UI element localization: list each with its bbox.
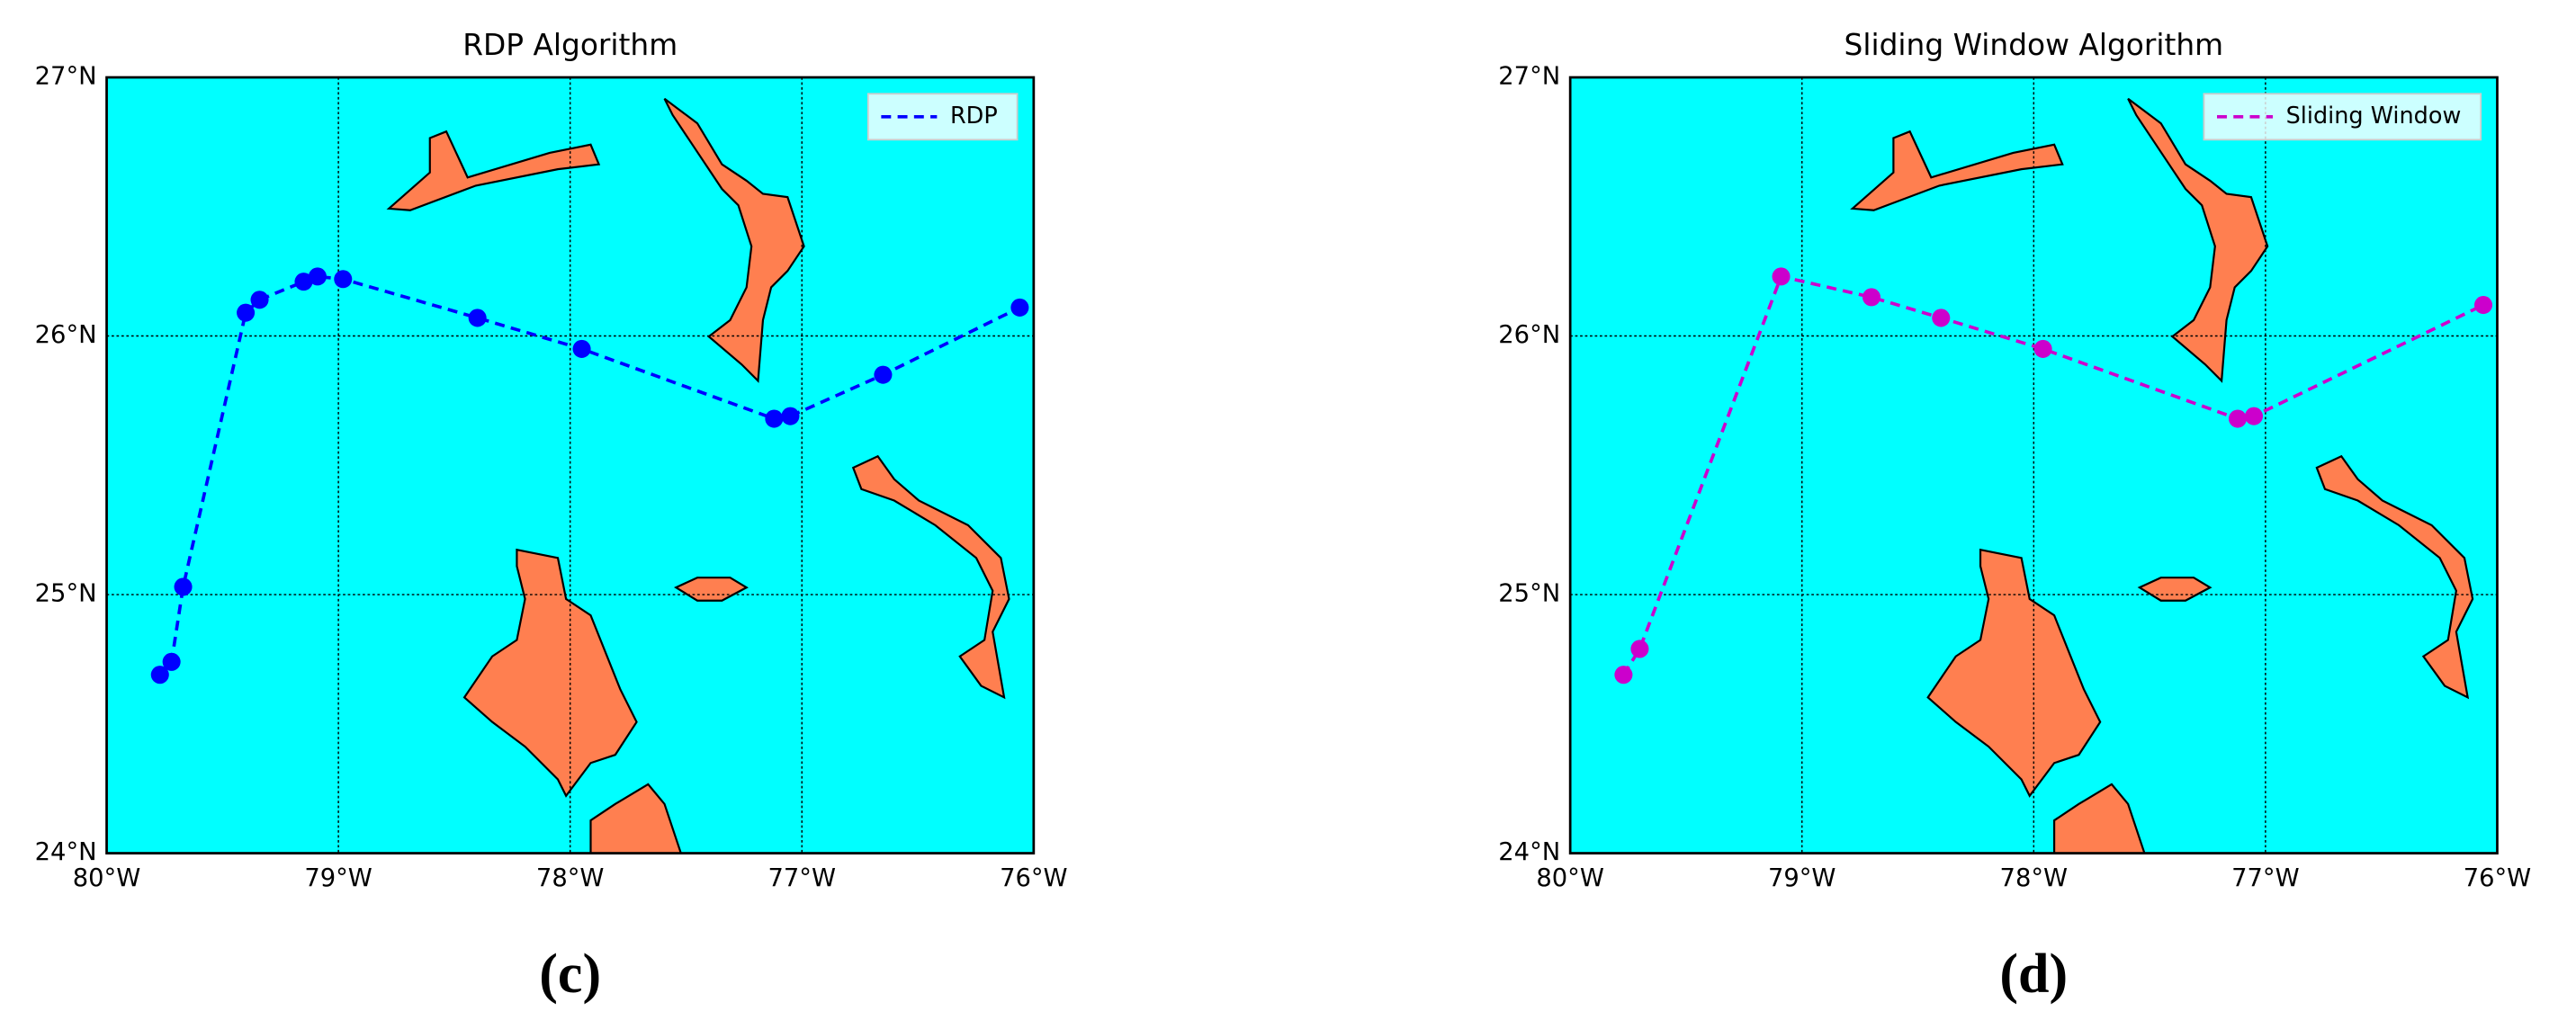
data-point <box>468 309 487 327</box>
data-point <box>1630 640 1649 658</box>
y-tick-label: 24°N <box>1498 838 1560 866</box>
data-point <box>1010 298 1029 317</box>
data-point <box>1932 309 1951 327</box>
chart-title: RDP Algorithm <box>462 28 678 62</box>
x-tick-label: 80°W <box>73 864 141 892</box>
chart-title: Sliding Window Algorithm <box>1844 28 2224 62</box>
data-point <box>2473 296 2493 315</box>
data-point <box>237 303 256 322</box>
data-point <box>2244 407 2264 425</box>
data-point <box>572 339 591 358</box>
x-tick-label: 79°W <box>304 864 372 892</box>
x-tick-label: 77°W <box>2231 864 2300 892</box>
y-tick-label: 24°N <box>35 838 97 866</box>
x-tick-label: 78°W <box>536 864 605 892</box>
legend-box <box>866 93 1019 141</box>
data-point <box>1772 267 1791 286</box>
data-point <box>781 407 800 425</box>
y-tick-label: 26°N <box>35 321 97 349</box>
panel: 80°W 79°W 78°W 77°W 76°W 24°N 25°N 26°N 27°N RDP … <box>35 28 1068 1005</box>
axes-frame <box>1568 76 2499 855</box>
y-tick-label: 27°N <box>35 63 97 91</box>
y-tick-label: 26°N <box>1498 321 1560 349</box>
data-point <box>765 409 784 428</box>
y-tick-label: 25°N <box>1498 580 1560 608</box>
data-point <box>2033 339 2052 358</box>
panel-label: (c) <box>539 944 601 1005</box>
data-point <box>1862 288 1881 307</box>
data-point <box>174 577 193 596</box>
data-point <box>1614 666 1633 685</box>
x-tick-label: 77°W <box>768 864 837 892</box>
data-point <box>162 652 181 671</box>
series-line <box>158 274 1021 676</box>
data-point <box>334 270 353 289</box>
y-tick-label: 25°N <box>35 580 97 608</box>
panel: 80°W 79°W 78°W 77°W 76°W 24°N 25°N 26°N 27°N Slid… <box>1498 28 2531 1005</box>
x-tick-label: 80°W <box>1536 864 1604 892</box>
data-point <box>294 273 313 291</box>
x-tick-label: 79°W <box>1768 864 1836 892</box>
legend-label: RDP <box>950 103 998 130</box>
x-tick-label: 78°W <box>2000 864 2069 892</box>
data-point <box>874 365 893 384</box>
x-tick-label: 76°W <box>2464 864 2532 892</box>
x-tick-label: 76°W <box>1000 864 1068 892</box>
legend-label: Sliding Window <box>2286 103 2462 130</box>
y-tick-label: 27°N <box>1498 63 1560 91</box>
data-point <box>308 267 327 286</box>
panel-label: (d) <box>1999 944 2068 1005</box>
data-point <box>250 291 269 309</box>
data-point <box>150 666 169 685</box>
data-point <box>2228 409 2248 428</box>
axes-frame <box>105 76 1036 855</box>
